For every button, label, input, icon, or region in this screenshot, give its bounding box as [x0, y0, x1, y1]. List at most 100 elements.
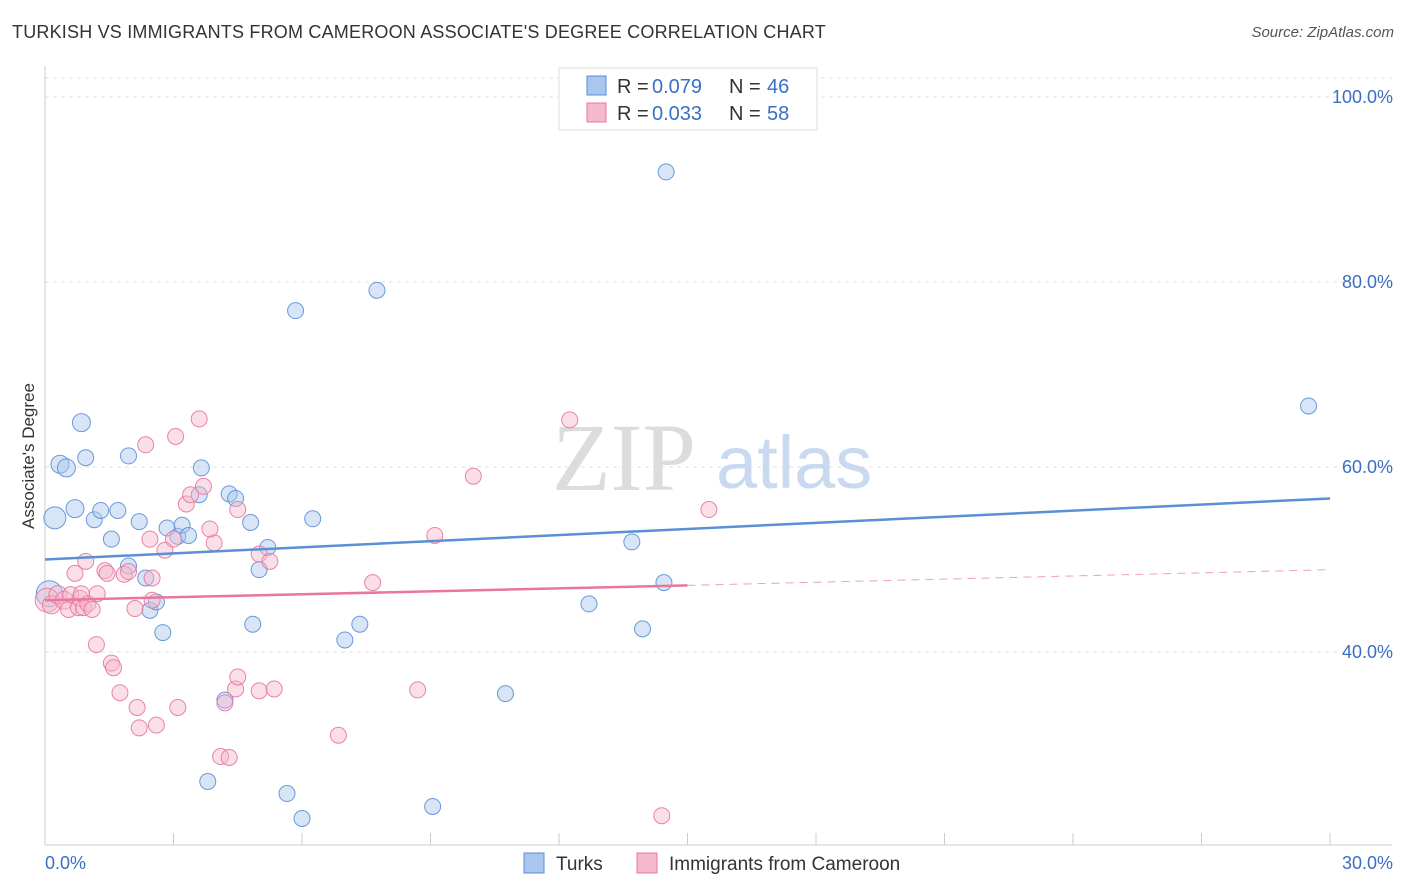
- point-cameroon: [329, 726, 347, 744]
- point-cameroon: [182, 486, 200, 504]
- point-cameroon: [561, 411, 579, 429]
- point-cameroon: [229, 501, 247, 519]
- point-cameroon: [177, 495, 195, 513]
- point-cameroon: [141, 530, 159, 548]
- legend-swatch-cameroon: [586, 102, 607, 123]
- point-cameroon: [190, 410, 208, 428]
- legend-r-value-2: 0.033: [652, 103, 702, 125]
- legend-r-label-1: R =: [617, 76, 649, 98]
- point-turks: [137, 569, 155, 587]
- point-cameroon: [130, 719, 148, 737]
- point-turks: [1300, 397, 1318, 415]
- point-turks: [657, 163, 675, 181]
- data-points: [34, 163, 1318, 827]
- x-tick-label-max: 30.0%: [1342, 853, 1393, 873]
- point-cameroon: [653, 807, 671, 825]
- point-cameroon: [102, 654, 120, 672]
- point-cameroon: [147, 716, 165, 734]
- watermark-zip: ZIP: [552, 404, 696, 511]
- point-cameroon: [426, 526, 444, 544]
- grid-lines: [45, 77, 1392, 653]
- point-turks: [120, 447, 138, 465]
- point-turks: [278, 785, 296, 803]
- chart-title: TURKISH VS IMMIGRANTS FROM CAMEROON ASSO…: [12, 22, 826, 42]
- point-cameroon: [83, 600, 101, 618]
- point-cameroon: [464, 467, 482, 485]
- point-cameroon: [128, 699, 146, 716]
- legend-n-label-2: N =: [729, 103, 761, 125]
- point-cameroon: [201, 520, 219, 538]
- trend-lines: [44, 497, 1331, 602]
- point-cameroon: [77, 552, 95, 570]
- bottom-legend-label-turks: Turks: [556, 854, 603, 875]
- point-turks: [77, 449, 95, 467]
- point-turks: [227, 489, 245, 507]
- point-turks: [304, 510, 322, 528]
- x-tick-labels: 0.0% 30.0%: [45, 853, 1393, 873]
- point-turks: [287, 302, 305, 320]
- point-turks: [623, 533, 641, 551]
- y-tick-label: 100.0%: [1332, 87, 1393, 107]
- point-cameroon: [87, 636, 105, 654]
- point-turks: [424, 797, 442, 815]
- point-turks: [130, 513, 148, 531]
- legend-n-label-1: N =: [729, 76, 761, 98]
- point-turks: [50, 454, 70, 474]
- point-cameroon: [194, 477, 212, 495]
- point-turks: [580, 595, 598, 613]
- point-cameroon: [111, 684, 129, 702]
- point-cameroon: [167, 427, 185, 445]
- point-cameroon: [364, 574, 382, 592]
- point-turks: [154, 624, 172, 642]
- bottom-legend-label-cameroon: Immigrants from Cameroon: [669, 854, 900, 875]
- point-turks: [351, 615, 369, 633]
- y-tick-label: 60.0%: [1342, 457, 1393, 477]
- point-turks: [43, 506, 67, 530]
- point-cameroon: [261, 552, 279, 570]
- point-turks: [244, 615, 262, 633]
- y-axis-title: Associate's Degree: [19, 383, 38, 529]
- x-tick-label-min: 0.0%: [45, 853, 86, 873]
- point-turks: [71, 413, 91, 433]
- point-cameroon: [98, 564, 116, 582]
- legend-n-value-2: 58: [767, 103, 789, 125]
- point-cameroon: [700, 501, 718, 519]
- point-turks: [173, 516, 191, 534]
- point-cameroon: [137, 436, 155, 454]
- point-turks: [192, 459, 210, 477]
- point-cameroon: [265, 680, 283, 698]
- point-turks: [242, 514, 260, 531]
- trend-line-turks: [44, 497, 1331, 561]
- point-turks: [655, 574, 673, 592]
- point-cameroon: [229, 668, 247, 686]
- chart-source: Source: ZipAtlas.com: [1251, 24, 1394, 41]
- point-turks: [634, 620, 652, 638]
- point-turks: [179, 526, 197, 544]
- point-cameroon: [220, 748, 238, 766]
- point-cameroon: [250, 682, 268, 700]
- point-cameroon: [169, 699, 187, 716]
- point-cameroon: [143, 591, 161, 609]
- point-turks: [199, 773, 217, 790]
- watermark-atlas: atlas: [716, 421, 872, 504]
- point-cameroon: [212, 748, 230, 766]
- point-cameroon: [216, 694, 234, 712]
- legend-r-value-1: 0.079: [652, 76, 702, 98]
- point-cameroon: [165, 530, 182, 548]
- legend: R = 0.079 N = 46 R = 0.033 N = 58: [558, 67, 818, 131]
- point-cameroon: [66, 564, 84, 582]
- legend-swatch-turks: [586, 75, 607, 96]
- point-cameroon: [120, 563, 138, 581]
- point-turks: [496, 685, 514, 703]
- point-turks: [65, 499, 85, 519]
- bottom-legend-swatch-cameroon: [636, 852, 658, 874]
- bottom-legend: Turks Immigrants from Cameroon: [523, 852, 900, 875]
- y-tick-label: 80.0%: [1342, 272, 1393, 292]
- point-cameroon: [96, 562, 114, 580]
- legend-r-label-2: R =: [617, 103, 649, 125]
- point-cameroon: [143, 569, 161, 587]
- point-turks: [336, 631, 354, 649]
- point-turks: [190, 486, 208, 504]
- axes: [44, 66, 1392, 846]
- legend-n-value-1: 46: [767, 76, 789, 98]
